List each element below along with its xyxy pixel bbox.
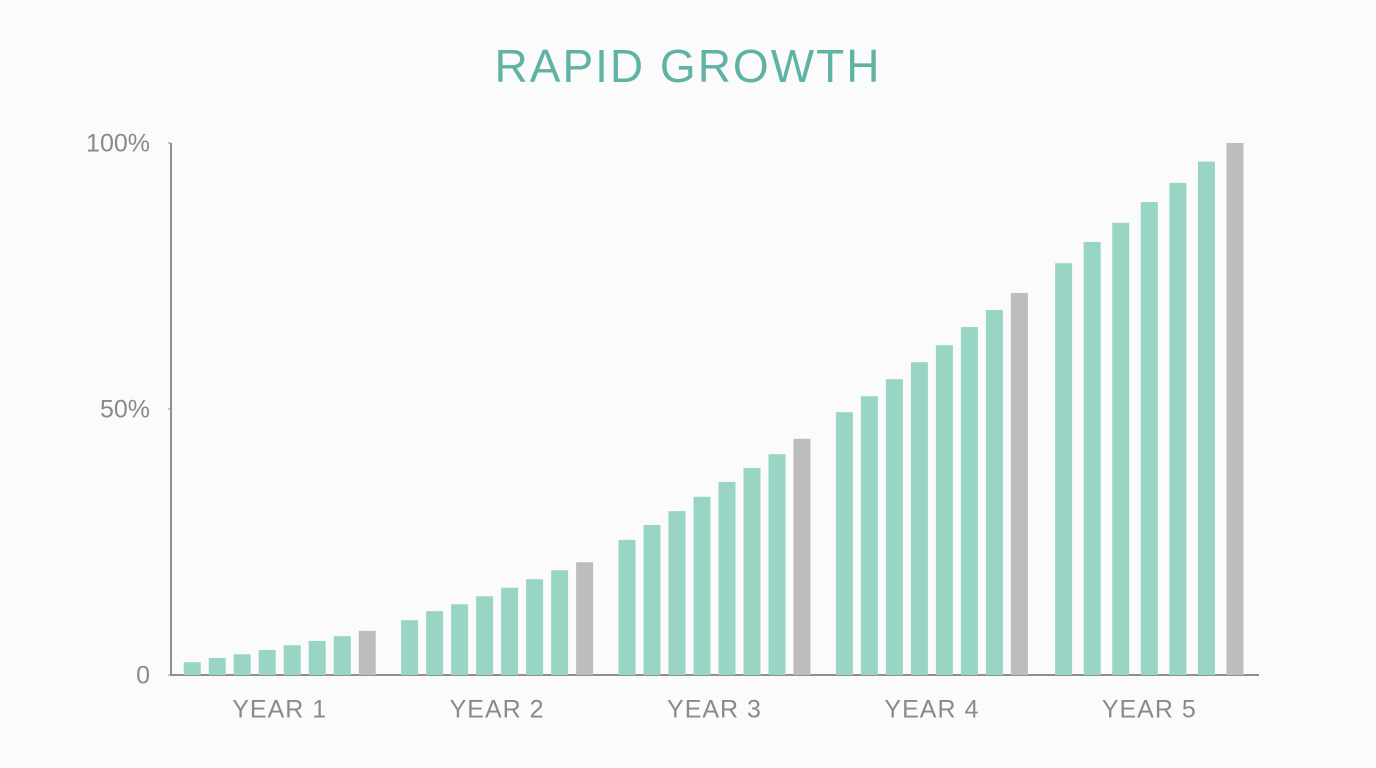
bar — [618, 539, 636, 675]
bar — [643, 524, 661, 675]
bar — [960, 327, 978, 675]
x-tick-label: YEAR 3 — [667, 696, 762, 724]
bar — [1083, 241, 1101, 675]
bar — [860, 396, 878, 675]
y-tick-label: 50% — [100, 396, 150, 424]
bar — [743, 468, 761, 675]
bar — [693, 496, 711, 675]
bar — [1140, 202, 1158, 675]
bar — [1055, 263, 1073, 675]
bar — [1226, 143, 1244, 675]
bar — [183, 662, 201, 675]
bar — [358, 630, 376, 675]
bar — [576, 562, 594, 675]
x-tick-label: YEAR 2 — [450, 696, 545, 724]
bar — [208, 657, 226, 675]
chart-title: RAPID GROWTH — [495, 40, 882, 92]
bar — [308, 640, 326, 675]
bar — [1010, 293, 1028, 675]
bar — [985, 310, 1003, 675]
bar — [935, 345, 953, 675]
bar — [283, 645, 301, 675]
bar — [1112, 222, 1130, 676]
bar — [793, 438, 811, 675]
bar — [1169, 182, 1187, 675]
bar — [476, 596, 494, 675]
bar — [885, 379, 903, 675]
bar — [910, 362, 928, 675]
bar — [333, 636, 351, 675]
bar — [501, 587, 519, 675]
x-tick-label: YEAR 4 — [884, 696, 979, 724]
bar — [718, 481, 736, 675]
bar — [426, 611, 444, 675]
bar — [526, 579, 544, 675]
bar — [258, 649, 276, 675]
bar — [401, 620, 419, 675]
bar — [668, 511, 686, 675]
bar — [1197, 161, 1215, 675]
y-tick-label: 0 — [136, 662, 150, 690]
bar — [835, 412, 853, 675]
bar — [451, 604, 469, 675]
x-tick-label: YEAR 1 — [232, 696, 327, 724]
bar — [768, 454, 786, 675]
x-tick-label: YEAR 5 — [1102, 696, 1197, 724]
y-tick-label: 100% — [86, 130, 150, 158]
bar — [551, 570, 569, 675]
bar — [233, 654, 251, 675]
